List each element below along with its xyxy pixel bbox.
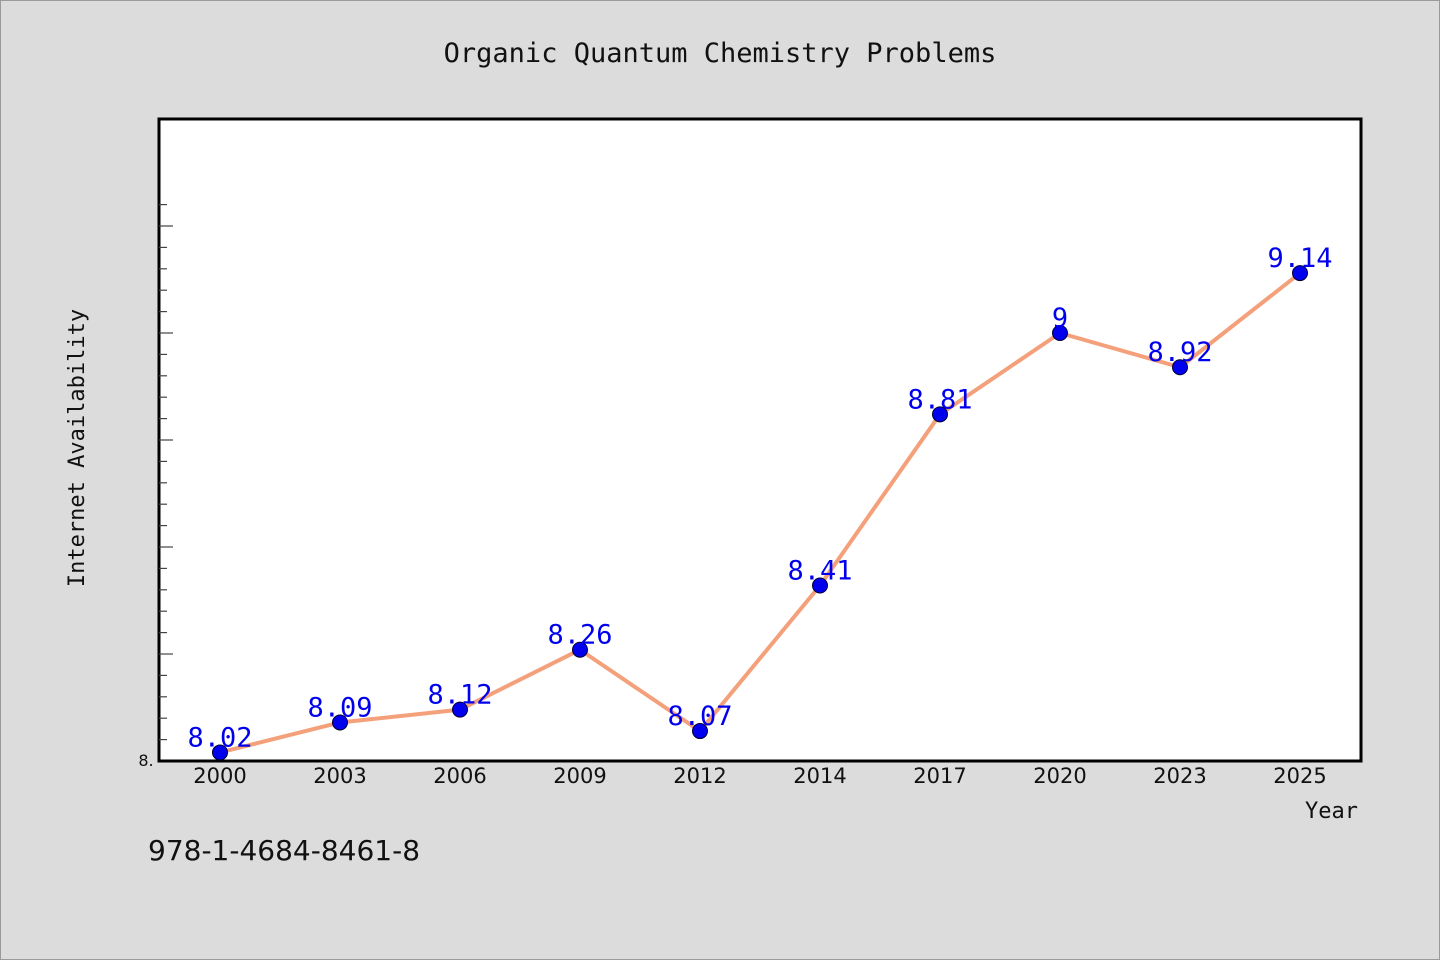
plot-area <box>157 117 1363 763</box>
data-point <box>932 406 948 423</box>
x-tick-label: 2020 <box>1033 764 1086 788</box>
data-point <box>452 701 468 718</box>
data-label: 8.92 <box>1147 337 1212 368</box>
x-tick-label: 2017 <box>913 764 966 788</box>
chart-title: Organic Quantum Chemistry Problems <box>444 38 997 69</box>
data-label: 8.12 <box>427 680 492 711</box>
data-point <box>1052 325 1068 341</box>
data-label: 9 <box>1052 303 1068 334</box>
data-label: 8.81 <box>907 384 972 415</box>
x-tick-label: 2012 <box>673 764 726 788</box>
data-point <box>1292 265 1308 282</box>
data-point <box>692 723 708 740</box>
x-axis-label: Year <box>1305 799 1358 824</box>
data-label: 9.14 <box>1267 243 1332 274</box>
x-tick-label: 2000 <box>193 764 246 788</box>
data-label: 8.07 <box>667 701 732 732</box>
series-line <box>218 271 1302 755</box>
data-label: 8.09 <box>307 692 372 723</box>
series-group: 8.02 8.09 8.12 8.26 8.07 8.41 8.81 9 8.92 9.14 <box>187 243 1333 761</box>
x-tick-label: 2009 <box>553 764 606 788</box>
x-tick-labels: 2000 2003 2006 2009 2012 2014 2017 2020 2023 2025 <box>193 764 1326 788</box>
x-tick-label: 2014 <box>793 764 846 788</box>
data-point <box>812 577 828 594</box>
x-tick-label: 2003 <box>313 764 366 788</box>
data-point <box>332 714 348 731</box>
x-tick-label: 2023 <box>1153 764 1206 788</box>
data-point <box>1172 359 1188 376</box>
y-axis-label: Internet Availability <box>65 309 90 587</box>
x-tick-label: 2025 <box>1273 764 1326 788</box>
y-axis-ticks <box>159 204 173 741</box>
data-point <box>212 744 228 761</box>
x-tick-label: 2006 <box>433 764 486 788</box>
y-tick-label: 8. <box>138 751 153 770</box>
data-label: 8.41 <box>787 556 852 587</box>
isbn-text: 978-1-4684-8461-8 <box>148 834 421 867</box>
data-label: 8.02 <box>187 722 252 753</box>
data-label: 8.26 <box>547 620 612 651</box>
data-point <box>572 641 588 658</box>
